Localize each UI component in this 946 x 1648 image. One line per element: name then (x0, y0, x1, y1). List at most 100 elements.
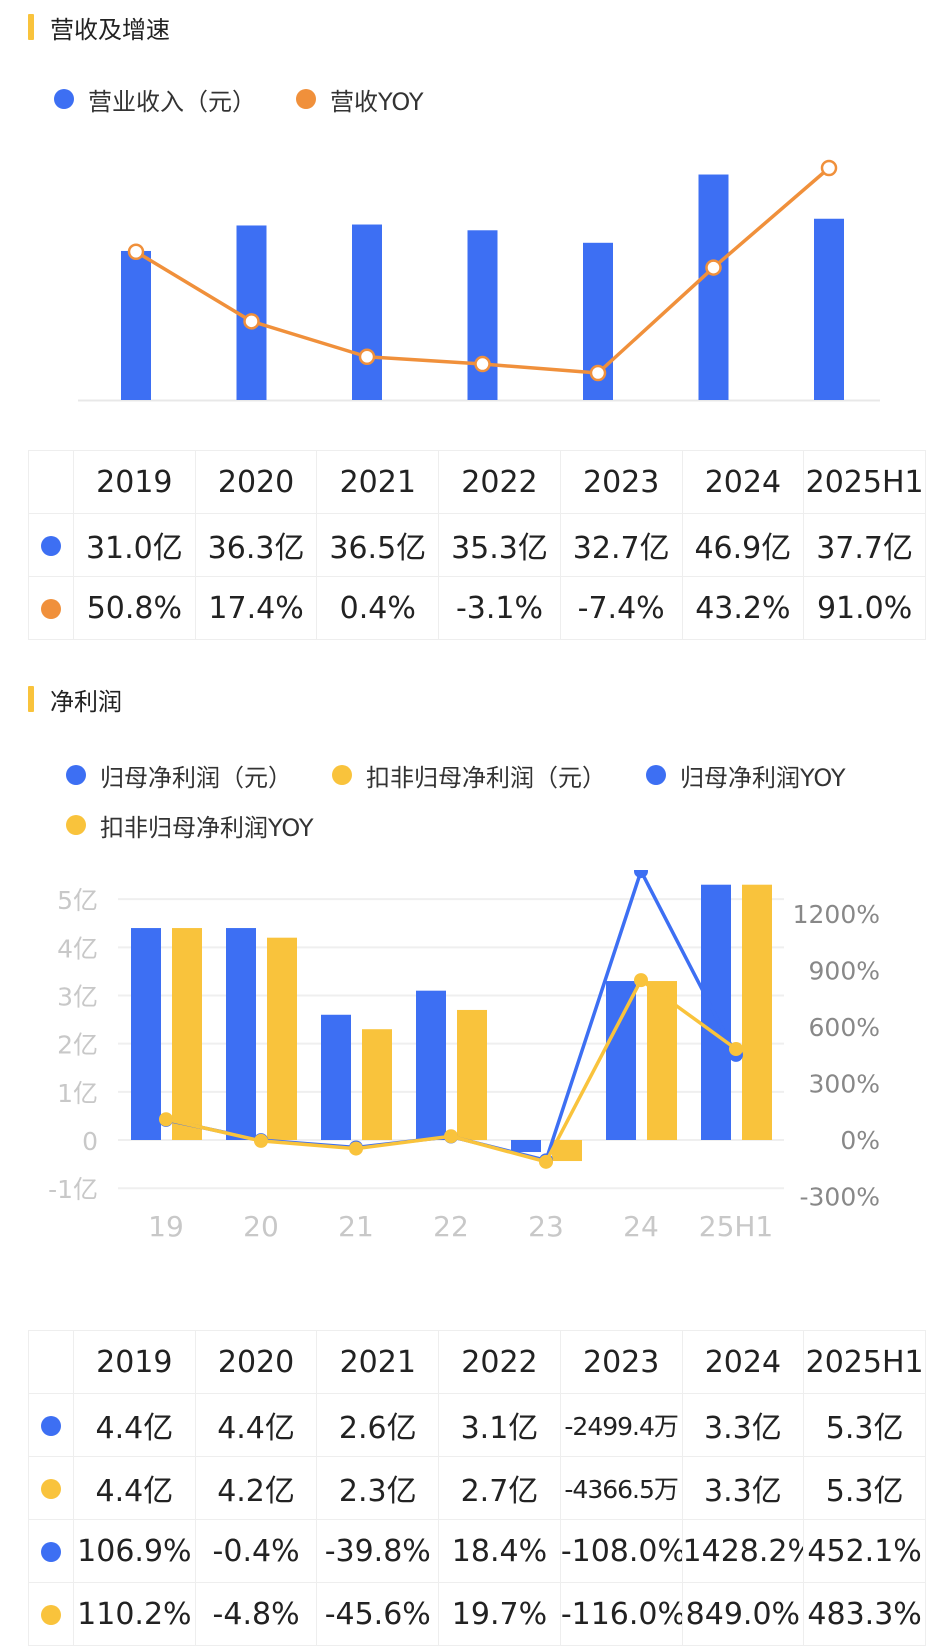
y-right-tick-label: 300% (809, 1070, 880, 1099)
table-header-cell: 2020 (194, 450, 318, 514)
table-cell: -4.8% (194, 1582, 318, 1646)
revenue-bar (236, 225, 267, 400)
net-profit-bar (321, 1014, 351, 1140)
legend-dot-icon (296, 89, 316, 109)
table-header-cell: 2025H1 (803, 1330, 926, 1394)
legend-label: 扣非归母净利润YOY (100, 813, 314, 842)
table-cell: 2.7亿 (438, 1456, 561, 1520)
legend-item[interactable]: 归母净利润YOY (646, 750, 846, 800)
table-header-cell: 2020 (194, 1330, 318, 1394)
revenue-yoy-point (243, 313, 260, 330)
table-cell: 35.3亿 (438, 513, 561, 577)
deducted-profit-yoy-point (349, 1141, 363, 1156)
table-cell: 110.2% (73, 1582, 196, 1646)
profit-section-title: 净利润 (28, 684, 122, 716)
table-cell: 3.3亿 (681, 1393, 805, 1457)
table-row: 106.9% -0.4% -39.8% 18.4% -108.0% 1428.2% 452.… (28, 1519, 926, 1583)
table-row: 110.2% -4.8% -45.6% 19.7% -116.0% 849.0% 483.3… (28, 1582, 926, 1646)
deducted-profit-bar (742, 884, 772, 1140)
y-left-tick-label: 5亿 (57, 886, 98, 915)
y-left-tick-label: 1亿 (57, 1079, 98, 1108)
series-dot-icon (41, 1479, 61, 1499)
legend-item[interactable]: 归母净利润（元） (66, 750, 292, 800)
table-cell: 31.0亿 (73, 513, 196, 577)
deducted-profit-bar (267, 937, 297, 1140)
table-cell: -3.1% (438, 576, 561, 640)
table-cell: 2.3亿 (316, 1456, 440, 1520)
deducted-profit-bar (647, 981, 677, 1140)
x-tick-label: 25H1 (699, 1210, 774, 1243)
profit-legend: 归母净利润（元） 扣非归母净利润（元） 归母净利润YOY 扣非归母净利润YOY (66, 750, 936, 850)
deducted-profit-yoy-point (254, 1133, 268, 1148)
deducted-profit-yoy-point (444, 1129, 458, 1144)
deducted-profit-yoy-point (634, 973, 648, 988)
deducted-profit-yoy-point (539, 1154, 553, 1169)
revenue-yoy-point (358, 348, 376, 365)
revenue-bar (352, 224, 382, 400)
table-key-cell (28, 576, 74, 640)
legend-dot-icon (54, 89, 74, 109)
table-cell: 5.3亿 (803, 1456, 926, 1520)
y-right-tick-label: 1500% (793, 870, 880, 873)
table-cell: 3.1亿 (438, 1393, 561, 1457)
net-profit-bar (606, 981, 636, 1140)
table-cell: 36.5亿 (316, 513, 440, 577)
legend-item[interactable]: 营收YOY (296, 74, 424, 124)
table-cell: -4366.5万 (559, 1456, 683, 1520)
revenue-yoy-point (820, 159, 838, 177)
y-left-tick-label: 4亿 (57, 934, 98, 963)
table-header-cell: 2021 (316, 450, 440, 514)
table-cell: 1428.2% (681, 1519, 805, 1583)
table-key-cell (28, 1582, 74, 1646)
legend-item[interactable]: 营业收入（元） (54, 74, 256, 124)
table-cell: 452.1% (803, 1519, 926, 1583)
series-dot-icon (41, 1416, 61, 1436)
title-accent-bar (28, 686, 34, 712)
revenue-yoy-point (127, 243, 145, 260)
legend-label: 归母净利润YOY (680, 763, 846, 792)
table-cell: 4.4亿 (73, 1456, 196, 1520)
revenue-yoy-point (474, 355, 491, 373)
table-cell: 43.2% (681, 576, 805, 640)
legend-item[interactable]: 扣非归母净利润（元） (332, 750, 606, 800)
net-profit-bar (511, 1140, 541, 1153)
series-dot-icon (41, 536, 61, 556)
revenue-bar (467, 230, 498, 400)
table-header-cell: 2025H1 (803, 450, 926, 514)
table-cell: -7.4% (559, 576, 683, 640)
revenue-bar (698, 174, 729, 400)
table-row: 50.8% 17.4% 0.4% -3.1% -7.4% 43.2% 91.0% (28, 576, 926, 640)
series-dot-icon (41, 1605, 61, 1625)
table-header-cell: 2022 (438, 1330, 561, 1394)
net-profit-bar (701, 884, 731, 1140)
y-right-tick-label: 900% (809, 957, 880, 986)
table-row: 4.4亿 4.4亿 2.6亿 3.1亿 -2499.4万 3.3亿 5.3亿 (28, 1393, 926, 1457)
table-header-cell: 2023 (559, 450, 683, 514)
y-left-tick-label: 2亿 (57, 1031, 98, 1060)
series-dot-icon (41, 1542, 61, 1562)
deducted-profit-yoy-point (159, 1112, 173, 1127)
table-header-cell: 2024 (681, 450, 805, 514)
deducted-profit-bar (362, 1029, 392, 1140)
legend-dot-icon (66, 765, 86, 785)
deducted-profit-yoy-point (729, 1041, 743, 1056)
table-cell: -116.0% (559, 1582, 683, 1646)
deducted-profit-bar (552, 1140, 582, 1162)
legend-dot-icon (66, 815, 86, 835)
legend-dot-icon (646, 765, 666, 785)
revenue-yoy-point (589, 364, 607, 382)
table-row: 31.0亿 36.3亿 36.5亿 35.3亿 32.7亿 46.9亿 37.7亿 (28, 513, 926, 577)
profit-table: 2019 2020 2021 2022 2023 2024 2025H1 4.4亿 4.4亿 2.… (28, 1330, 926, 1646)
table-cell: 849.0% (681, 1582, 805, 1646)
table-header-cell: 2024 (681, 1330, 805, 1394)
table-header-cell: 2023 (559, 1330, 683, 1394)
y-right-tick-label: 600% (809, 1013, 880, 1042)
y-right-tick-label: 1200% (793, 900, 880, 929)
legend-item[interactable]: 扣非归母净利润YOY (66, 800, 314, 850)
revenue-bar (814, 218, 844, 400)
y-left-tick-label: -1亿 (48, 1175, 98, 1204)
revenue-legend: 营业收入（元） 营收YOY (54, 74, 914, 124)
x-tick-label: 20 (243, 1210, 279, 1243)
x-tick-label: 22 (433, 1210, 469, 1243)
profit-chart: 6亿5亿4亿3亿2亿1亿0-1亿1500%1200%900%600%300%0%… (48, 870, 880, 1243)
